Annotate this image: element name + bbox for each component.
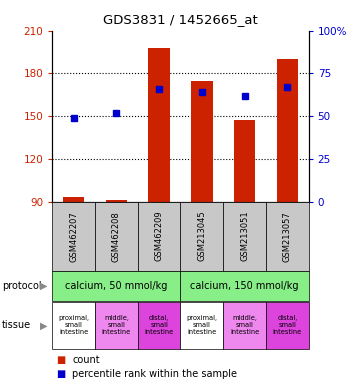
Bar (191, 81, 213, 202)
Text: GSM213057: GSM213057 (283, 211, 292, 262)
Bar (223, 302, 266, 349)
Text: calcium, 150 mmol/kg: calcium, 150 mmol/kg (190, 281, 299, 291)
Text: middle,
small
intestine: middle, small intestine (230, 315, 259, 336)
Bar (138, 202, 180, 271)
Text: ■: ■ (56, 369, 65, 379)
Bar (95, 202, 138, 271)
Text: tissue: tissue (2, 320, 31, 331)
Bar (138, 302, 180, 349)
Bar (52, 202, 95, 271)
Text: distal,
small
intestine: distal, small intestine (144, 315, 174, 336)
Bar (95, 302, 138, 349)
Text: ▶: ▶ (40, 320, 47, 331)
Bar (223, 202, 266, 271)
Bar (180, 302, 223, 349)
Text: distal,
small
intestine: distal, small intestine (273, 315, 302, 336)
Bar (266, 302, 309, 349)
Bar (180, 271, 309, 301)
Text: proximal,
small
intestine: proximal, small intestine (186, 315, 217, 336)
Bar (63, 197, 84, 202)
Bar (148, 48, 170, 202)
Text: GSM213051: GSM213051 (240, 211, 249, 262)
Text: GSM462207: GSM462207 (69, 211, 78, 262)
Text: GDS3831 / 1452665_at: GDS3831 / 1452665_at (103, 13, 258, 26)
Bar (277, 59, 298, 202)
Text: ▶: ▶ (40, 281, 47, 291)
Text: protocol: protocol (2, 281, 42, 291)
Text: GSM213045: GSM213045 (197, 211, 206, 262)
Text: calcium, 50 mmol/kg: calcium, 50 mmol/kg (65, 281, 168, 291)
Bar (106, 200, 127, 202)
Text: percentile rank within the sample: percentile rank within the sample (72, 369, 237, 379)
Text: GSM462209: GSM462209 (155, 211, 164, 262)
Bar (234, 121, 255, 202)
Bar (52, 271, 180, 301)
Text: GSM462208: GSM462208 (112, 211, 121, 262)
Text: count: count (72, 355, 100, 365)
Bar (180, 202, 223, 271)
Text: ■: ■ (56, 355, 65, 365)
Text: middle,
small
intestine: middle, small intestine (102, 315, 131, 336)
Text: proximal,
small
intestine: proximal, small intestine (58, 315, 89, 336)
Bar (52, 302, 95, 349)
Bar (266, 202, 309, 271)
